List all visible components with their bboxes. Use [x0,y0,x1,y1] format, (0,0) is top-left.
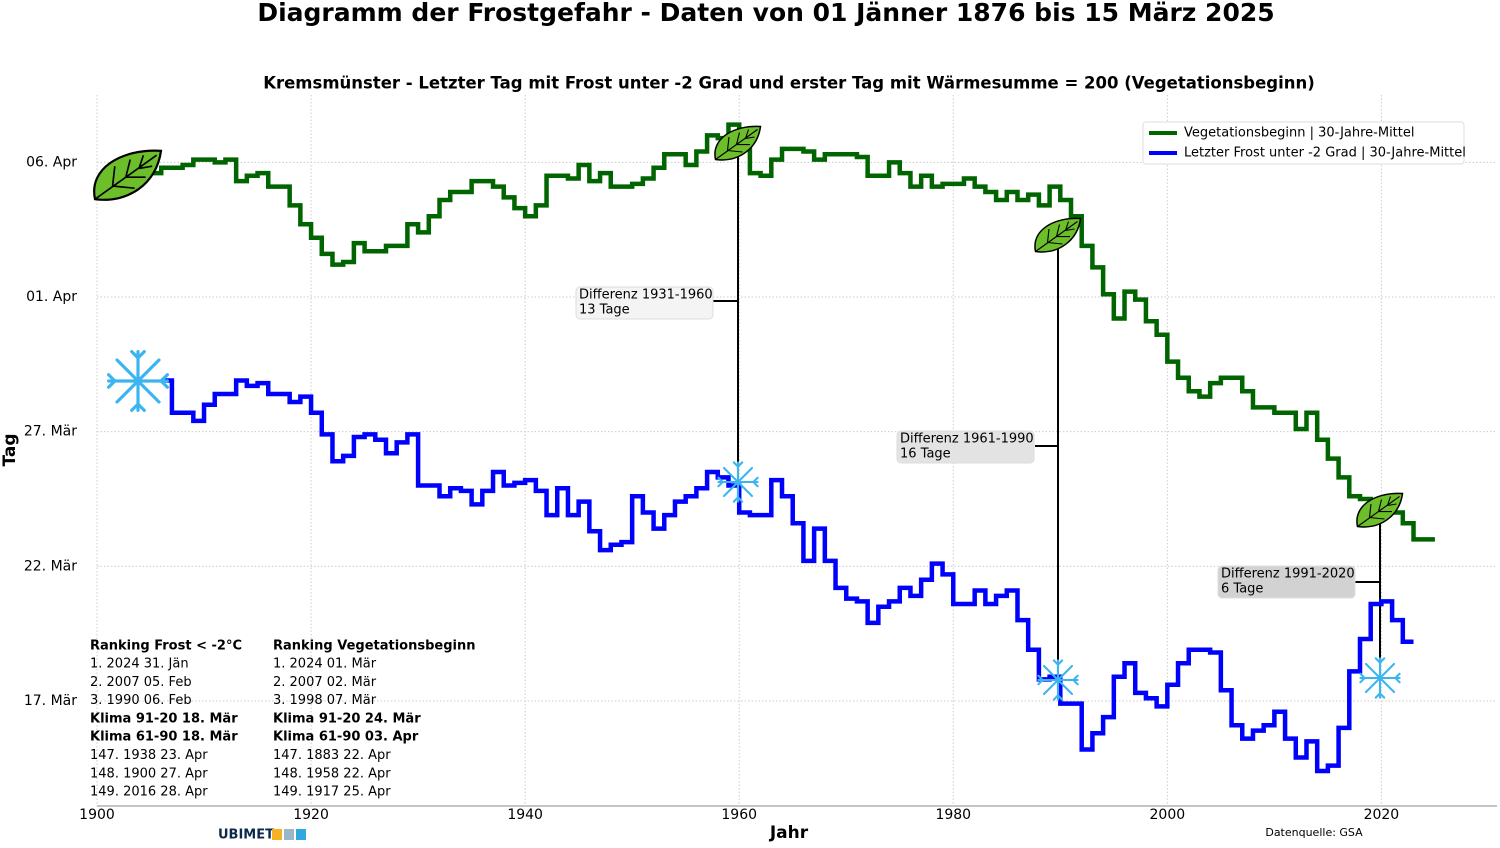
y-axis-label: Tag [0,433,20,466]
annotation-text: Differenz 1931-1960 [579,288,713,303]
annotation-text: 13 Tage [579,303,630,318]
leaf-icon [93,149,163,201]
leaf-icon [1034,217,1082,253]
chart-title: Diagramm der Frostgefahr - Daten von 01 … [257,0,1274,27]
y-tick-label: 06. Apr [26,154,77,170]
snowflake-icon [107,350,169,412]
x-tick-label: 1920 [293,807,329,823]
ranking-row: 147. 1938 23. Apr [90,748,208,763]
annotation-text: 6 Tage [1221,582,1263,597]
logo-box [272,829,282,840]
ranking-row: 1. 2024 31. Jän [90,657,189,672]
x-tick-label: 1940 [507,807,543,823]
y-tick-label: 01. Apr [26,289,77,305]
x-tick-label: 1960 [721,807,757,823]
ranking-row: 147. 1883 22. Apr [273,748,391,763]
ranking-row: Klima 61-90 03. Apr [273,730,419,745]
logo-box [284,829,294,840]
y-tick-label: 22. Mär [24,558,77,574]
ranking-row: 149. 2016 28. Apr [90,785,208,800]
x-tick-label: 2020 [1364,807,1400,823]
ranking-row: 149. 1917 25. Apr [273,785,391,800]
annotation-text: 16 Tage [900,447,951,462]
legend-label: Vegetationsbeginn | 30-Jahre-Mittel [1184,126,1414,141]
y-tick-label: 17. Mär [24,693,77,709]
chart-subtitle: Kremsmünster - Letzter Tag mit Frost unt… [263,74,1315,93]
x-tick-label: 1900 [79,807,115,823]
ranking-row: 3. 1990 06. Feb [90,693,192,708]
step-line [150,122,1435,542]
legend-label: Letzter Frost unter -2 Grad | 30-Jahre-M… [1184,146,1466,161]
leaf-icon [714,125,762,161]
x-axis-label: Jahr [769,823,809,843]
ranking-title: Ranking Vegetationsbeginn [273,639,476,654]
annotation-box [575,286,714,320]
ranking-row: 148. 1900 27. Apr [90,766,208,781]
ranking-row: 2. 2007 02. Mär [273,675,377,690]
ranking-title: Ranking Frost < -2°C [90,639,242,654]
ranking-row: Klima 91-20 24. Mär [273,711,421,726]
step-line [161,378,1414,774]
x-tick-label: 1980 [935,807,971,823]
y-tick-label: 27. Mär [24,424,77,440]
x-tick-label: 2000 [1150,807,1186,823]
ranking-row: 1. 2024 01. Mär [273,657,377,672]
logo-box [296,829,306,840]
annotation-text: Differenz 1991-2020 [1221,567,1355,582]
snowflake-icon [1359,657,1401,699]
ranking-row: 148. 1958 22. Apr [273,766,391,781]
snowflake-icon [1037,659,1079,701]
ranking-row: Klima 91-20 18. Mär [90,711,238,726]
legend-box [1142,121,1465,165]
annotation-box [896,430,1035,464]
ranking-row: 2. 2007 05. Feb [90,675,192,690]
ranking-row: 3. 1998 07. Mär [273,693,377,708]
data-source: Datenquelle: GSA [1265,826,1363,839]
snowflake-icon [717,461,759,503]
annotation-box [1217,565,1356,599]
logo: UBIMET [218,828,274,843]
ranking-row: Klima 61-90 18. Mär [90,730,238,745]
annotation-text: Differenz 1961-1990 [900,432,1034,447]
